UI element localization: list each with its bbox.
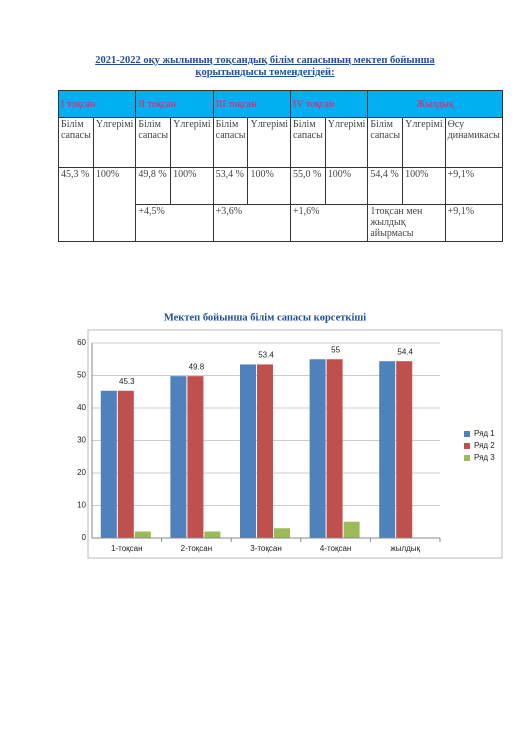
legend-swatch [464,455,470,461]
data-label: 55 [331,345,340,354]
bar [117,390,134,538]
cell: +9,1% [444,167,503,205]
cell: Үлгерімі [170,117,214,168]
legend-swatch [464,431,470,437]
header-cell: IV тоқсан [289,90,369,118]
bar [204,531,221,538]
bar [240,364,256,538]
legend-label: Ряд 3 [474,453,495,462]
x-tick-label: 2-тоқсан [181,544,213,553]
y-tick-label: 30 [77,436,86,445]
y-tick-label: 0 [82,533,87,542]
cell: 45,3 % [58,167,94,242]
x-tick-label: 4-тоқсан [320,544,352,553]
header-cell: III тоқсан [212,90,291,118]
cell: Білім сапасы [58,117,94,168]
bar [379,361,396,538]
bar [170,376,187,538]
legend-swatch [464,443,470,449]
data-label: 45.3 [119,377,135,386]
cell: Білім сапасы [367,117,404,168]
bar [343,521,360,538]
bar [274,528,290,538]
heading: 2021-2022 оқу жылының тоқсандық білім са… [95,55,435,78]
x-tick-label: 3-тоқсан [250,544,282,553]
cell: 100% [247,167,291,205]
y-tick-label: 20 [77,468,86,477]
header-cell: Жылдық [367,90,503,118]
results-table: I тоқсан II тоқсан III тоқсан IV тоқсан … [57,90,503,242]
chart-frame [87,329,503,559]
bar [257,364,273,538]
header-cell: II тоқсан [135,90,214,118]
cell: 49,8 % [135,167,172,205]
legend-label: Ряд 1 [474,429,495,438]
data-label: 54.4 [397,347,413,356]
y-tick-label: 60 [77,338,86,347]
cell: 1тоқсан мен жылдық айырмасы [367,204,446,242]
cell: +3,6% [212,204,291,242]
chart-title: Мектеп бойынша білім сапасы көрсеткіші [164,312,366,323]
x-tick-label: 1-тоқсан [111,544,143,553]
cell: 54,4 % [367,167,404,205]
y-tick-label: 50 [77,371,86,380]
cell: +4,5% [135,204,214,242]
bar [187,376,204,538]
bar [309,359,326,538]
y-tick-label: 10 [77,501,86,510]
cell: +9,1% [444,204,503,242]
bar [100,390,117,538]
cell: Білім сапасы [289,117,326,168]
bar [326,359,343,538]
x-tick-label: жылдық [390,544,420,553]
cell: 100% [170,167,214,205]
cell: 100% [402,167,446,205]
bar [396,361,413,538]
y-tick-label: 40 [77,403,86,412]
data-label: 49.8 [189,362,205,371]
cell: Білім сапасы [212,117,249,168]
bar [134,531,151,538]
data-label: 53.4 [258,351,274,360]
legend-label: Ряд 2 [474,441,495,450]
cell: +1,6% [289,204,369,242]
cell: 100% [324,167,369,205]
cell: Үлгерімі [324,117,369,168]
cell: Өсу динамикасы [444,117,503,168]
